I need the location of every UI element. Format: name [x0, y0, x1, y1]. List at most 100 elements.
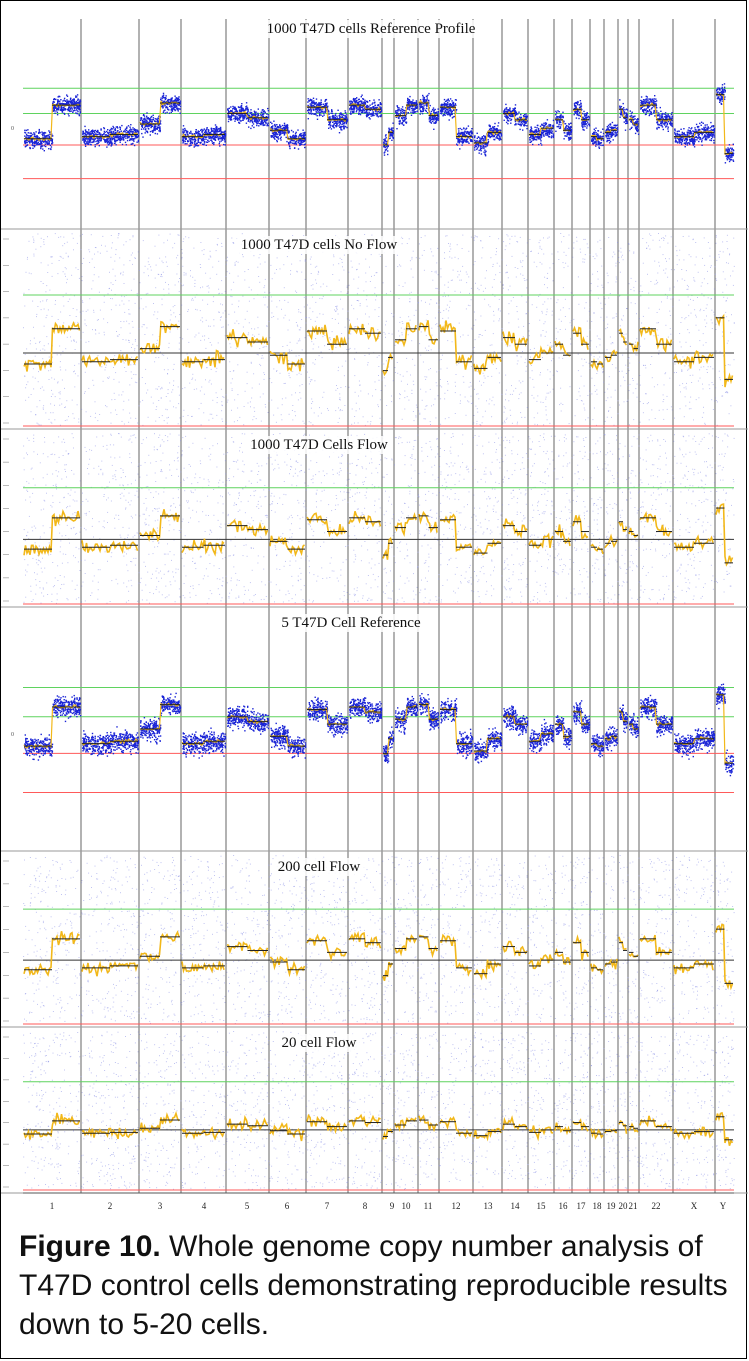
- segment-trace: [23, 103, 80, 142]
- segment-trace: [382, 961, 393, 982]
- segment-trace: [502, 1115, 528, 1131]
- chromosome-label: X: [691, 1201, 698, 1211]
- copy-number-traces: [23, 83, 735, 164]
- segment-trace: [181, 1125, 225, 1141]
- segment-trace: [394, 322, 417, 348]
- segment-trace: [348, 930, 382, 949]
- segment-trace: [382, 536, 393, 560]
- segment-trace: [181, 538, 225, 557]
- segment-trace: [394, 934, 417, 957]
- segment-trace: [348, 322, 381, 343]
- segment-trace: [572, 710, 589, 727]
- segment-trace: [23, 508, 81, 557]
- y-tick-zero: 0: [11, 732, 14, 738]
- cnv-panel: 1000 T47D Cells Flow: [1, 433, 748, 608]
- panel-title: 1000 T47D cells Reference Profile: [267, 21, 476, 37]
- segment-trace: [226, 1114, 269, 1133]
- chromosome-label: 11: [424, 1201, 433, 1211]
- segment-trace: [269, 350, 305, 373]
- segment-trace: [306, 1113, 347, 1135]
- chromosome-label: 14: [511, 1201, 521, 1211]
- segment-trace: [572, 934, 589, 961]
- segment-trace: [502, 518, 528, 540]
- segment-trace: [306, 324, 347, 351]
- segment-trace: [226, 329, 269, 348]
- chromosome-label: Y: [720, 1201, 727, 1211]
- segment-trace: [618, 328, 628, 346]
- segment-trace: [418, 1114, 438, 1132]
- segment-trace: [306, 512, 347, 538]
- segment-trace: [473, 351, 502, 375]
- chromosome-label: 15: [537, 1201, 547, 1211]
- segment-trace: [81, 960, 139, 977]
- segment-trace: [618, 520, 628, 532]
- segment-trace: [639, 934, 673, 958]
- chromosome-label: 4: [202, 1201, 207, 1211]
- panel-title: 20 cell Flow: [282, 1035, 357, 1051]
- segment-trace: [502, 940, 528, 957]
- segment-trace: [673, 350, 714, 369]
- cnv-panel: 200 cell Flow: [1, 855, 748, 1028]
- copy-number-traces: [23, 1111, 734, 1146]
- panel-title: 5 T47D Cell Reference: [281, 615, 421, 631]
- segment-trace: [418, 934, 438, 959]
- segment-trace: [181, 349, 225, 370]
- segment-trace: [715, 503, 734, 567]
- segment-trace: [139, 930, 180, 964]
- segment-trace: [382, 352, 393, 377]
- panel-title: 1000 T47D cells No Flow: [241, 237, 398, 253]
- segment-trace: [618, 710, 627, 722]
- segment-trace: [473, 959, 502, 981]
- panel-title: 200 cell Flow: [278, 859, 361, 875]
- segment-trace: [139, 320, 180, 355]
- segment-trace: [348, 510, 382, 528]
- chromosome-label: 5: [245, 1201, 250, 1211]
- segment-trace: [554, 524, 571, 547]
- copy-number-traces: [23, 503, 734, 567]
- chromosome-label: 9: [390, 1201, 395, 1211]
- segment-trace: [590, 358, 604, 371]
- copy-number-figure: 0 1000 T47D cells Reference Profile 1000 T…: [1, 19, 748, 1211]
- scatter-points: [23, 1031, 735, 1190]
- chromosome-label: 2: [108, 1201, 113, 1211]
- segment-trace: [639, 1115, 673, 1132]
- segment-trace: [673, 534, 714, 553]
- segment-trace: [618, 936, 627, 950]
- segment-trace: [418, 320, 438, 346]
- segment-trace: [81, 540, 139, 554]
- copy-number-traces: [23, 923, 734, 991]
- figure-caption: Figure 10. Whole genome copy number anal…: [19, 1227, 744, 1344]
- chromosome-label: 18: [593, 1201, 603, 1211]
- segment-trace: [572, 325, 589, 350]
- segment-trace: [269, 535, 306, 557]
- chromosome-label: 1: [50, 1201, 55, 1211]
- figure-label: Figure 10.: [19, 1230, 161, 1263]
- segment-trace: [572, 514, 589, 540]
- chromosome-label: 12: [452, 1201, 461, 1211]
- segment-trace: [618, 1119, 628, 1134]
- segment-trace: [639, 326, 673, 354]
- segment-trace: [473, 1127, 502, 1142]
- segment-trace: [528, 345, 554, 365]
- segment-trace: [181, 961, 225, 974]
- segment-trace: [628, 1122, 639, 1133]
- chromosome-label: 13: [484, 1201, 494, 1211]
- y-tick-zero: 0: [11, 126, 14, 132]
- segment-trace: [528, 532, 554, 550]
- segment-trace: [306, 933, 347, 962]
- segment-trace: [394, 512, 417, 538]
- chromosome-label: 3: [158, 1201, 163, 1211]
- copy-number-traces: [23, 683, 735, 777]
- segment-trace: [673, 1126, 714, 1141]
- segment-trace: [439, 320, 473, 370]
- segment-trace: [528, 1125, 554, 1142]
- cnv-panel: 0 5 T47D Cell Reference: [1, 614, 748, 852]
- cnv-panel: 0 1000 T47D cells Reference Profile: [1, 20, 748, 230]
- chromosome-label: 10: [402, 1201, 412, 1211]
- segment-trace: [604, 533, 618, 549]
- chromosome-label: 8: [363, 1201, 368, 1211]
- chromosome-label: 17: [577, 1201, 587, 1211]
- segment-trace: [590, 963, 604, 975]
- chromosome-label: 22: [652, 1201, 661, 1211]
